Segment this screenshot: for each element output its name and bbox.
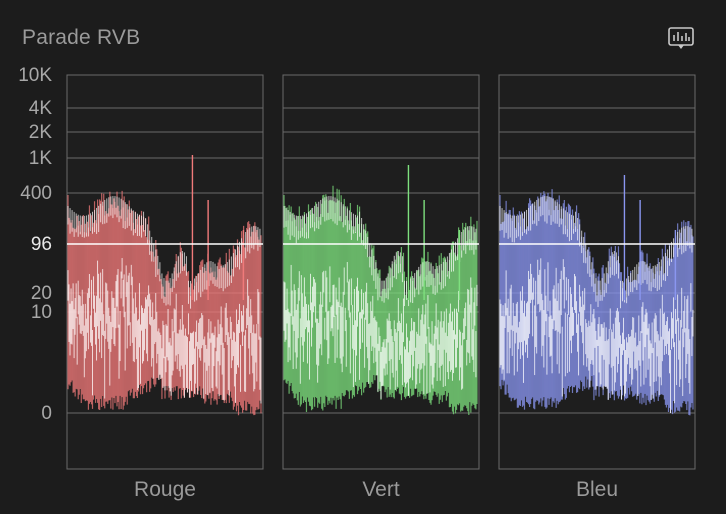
y-tick-label: 4K [28,98,52,119]
y-tick-label: 0 [41,403,52,424]
waveform-trace [283,165,478,416]
channel-label-bleu: Bleu [575,478,619,501]
waveform-display-options-icon[interactable] [666,25,696,53]
y-tick-label: 20 [30,283,52,304]
channel-vert [282,74,480,470]
y-tick-label: 96 [30,234,52,255]
panel-title: Parade RVB [22,26,141,49]
waveform-trace [499,175,694,416]
y-tick-label: 10K [18,65,52,86]
y-tick-label: 400 [20,183,52,204]
y-tick-label: 1K [28,148,52,169]
waveform-trace [67,155,262,416]
channel-label-vert: Vert [362,478,400,501]
channel-rouge [66,74,264,470]
y-tick-label: 2K [28,122,52,143]
y-tick-label: 10 [30,302,52,323]
channel-bleu [498,74,696,470]
channel-label-rouge: Rouge [134,478,196,501]
